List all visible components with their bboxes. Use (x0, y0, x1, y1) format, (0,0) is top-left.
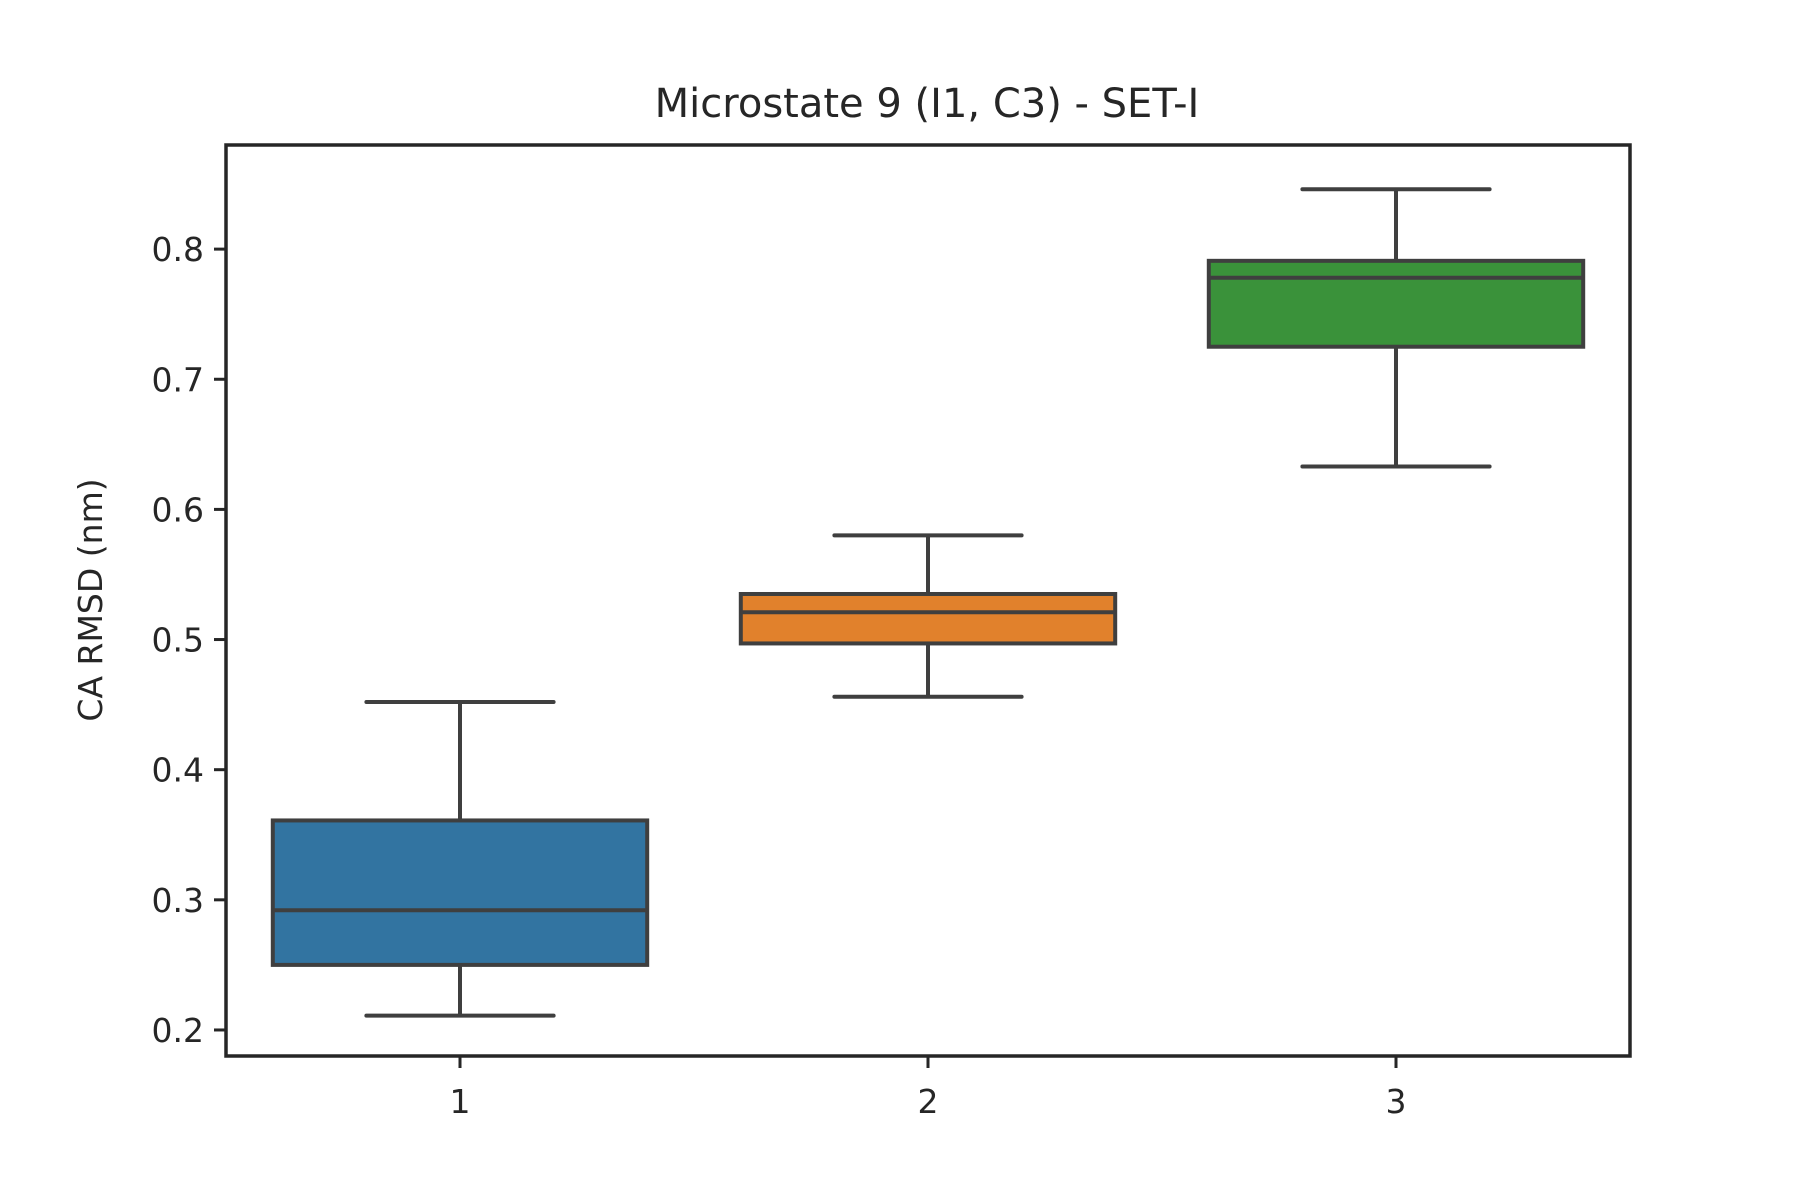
y-tick-label: 0.8 (152, 230, 204, 269)
y-tick-label: 0.2 (152, 1011, 204, 1050)
box-3 (1206, 258, 1586, 349)
y-tick-label: 0.3 (152, 881, 204, 920)
y-tick-label: 0.7 (152, 360, 204, 399)
chart-title: Microstate 9 (I1, C3) - SET-I (655, 81, 1200, 127)
axes-frame (224, 143, 1632, 1058)
box-1 (270, 818, 650, 967)
box-2 (738, 591, 1118, 646)
y-axis-label: CA RMSD (nm) (71, 478, 110, 721)
x-tick-label: 3 (1386, 1082, 1407, 1121)
y-tick-label: 0.6 (152, 490, 204, 529)
y-tick-label: 0.4 (152, 751, 204, 790)
y-tick-label: 0.5 (152, 621, 204, 660)
plot-area: 0.2 0.3 0.4 0.5 0.6 0.7 0.8 1 2 3 (152, 187, 1586, 1121)
x-tick-label: 2 (918, 1082, 939, 1121)
x-tick-label: 1 (450, 1082, 471, 1121)
